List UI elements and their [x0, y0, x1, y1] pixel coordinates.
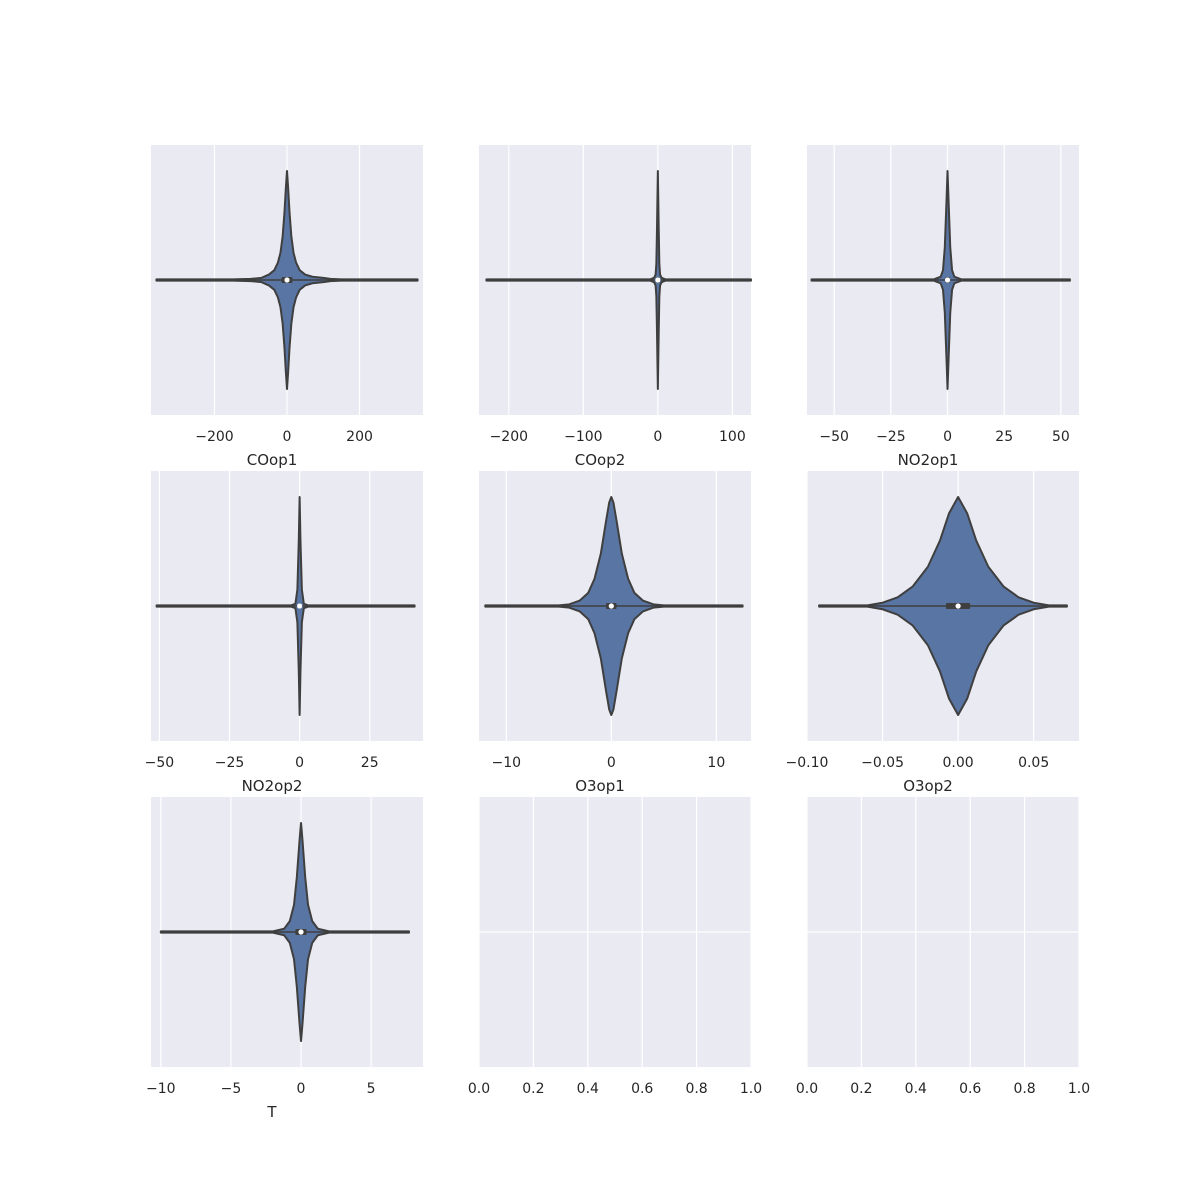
- x-axis-label: O3op1: [575, 777, 625, 795]
- x-axis-label: COop1: [247, 451, 298, 469]
- x-tick-label: 0.2: [522, 1081, 544, 1097]
- x-tick-label: 1.0: [740, 1081, 762, 1097]
- x-tick-label: 0.4: [577, 1081, 599, 1097]
- x-tick-label: −10: [146, 1081, 176, 1097]
- median-marker: [655, 277, 661, 283]
- x-tick-label: 10: [707, 755, 725, 771]
- x-tick-label: 25: [361, 755, 379, 771]
- x-axis-label: NO2op2: [242, 777, 303, 795]
- subplot-1: −200 0 200 COop1: [151, 145, 423, 469]
- x-tick-label: 0.8: [685, 1081, 707, 1097]
- median-marker: [955, 603, 961, 609]
- x-tick-label: 25: [995, 429, 1013, 445]
- x-tick-label: 0.00: [943, 755, 974, 771]
- x-tick-label: 200: [346, 429, 373, 445]
- x-tick-label: 0.8: [1013, 1081, 1035, 1097]
- median-marker: [608, 603, 614, 609]
- median-marker: [298, 929, 304, 935]
- x-tick-label: −50: [145, 755, 175, 771]
- median-marker: [944, 277, 951, 283]
- x-tick-label: −5: [221, 1081, 242, 1097]
- x-tick-label: 0: [295, 755, 304, 771]
- x-tick-label: −10: [492, 755, 522, 771]
- subplot-4: −50 −25 0 25 NO2op2: [145, 471, 423, 795]
- x-tick-label: −200: [195, 429, 233, 445]
- x-tick-label: 0: [943, 429, 952, 445]
- x-tick-label: −50: [819, 429, 849, 445]
- x-tick-label: 0.0: [796, 1081, 818, 1097]
- x-tick-label: −100: [564, 429, 602, 445]
- x-tick-label: −25: [876, 429, 906, 445]
- subplot-7: −10 −5 0 5 T: [146, 797, 423, 1121]
- x-tick-label: 1.0: [1068, 1081, 1090, 1097]
- x-tick-label: 5: [367, 1081, 376, 1097]
- x-tick-label: 0.2: [850, 1081, 872, 1097]
- x-tick-label: 0: [653, 429, 662, 445]
- subplot-6: −0.10 −0.05 0.00 0.05 O3op2: [786, 471, 1079, 795]
- x-axis-label: COop2: [575, 451, 626, 469]
- subplot-5: −10 0 10 O3op1: [479, 471, 751, 795]
- x-tick-label: 0: [283, 429, 292, 445]
- x-tick-label: 0.6: [959, 1081, 981, 1097]
- median-marker: [297, 603, 303, 609]
- x-tick-label: 0.4: [905, 1081, 927, 1097]
- x-tick-label: 100: [719, 429, 746, 445]
- x-tick-label: 0.05: [1018, 755, 1049, 771]
- subplot-8: 0.0 0.2 0.4 0.6 0.8 1.0: [468, 797, 762, 1097]
- x-tick-label: −0.05: [861, 755, 904, 771]
- x-axis-label: O3op2: [903, 777, 953, 795]
- subplot-2: −200 −100 0 100 COop2: [479, 145, 752, 469]
- x-tick-label: −200: [490, 429, 528, 445]
- x-tick-label: 0: [297, 1081, 306, 1097]
- x-tick-label: −25: [215, 755, 245, 771]
- median-marker: [284, 277, 290, 283]
- x-tick-label: 0.0: [468, 1081, 490, 1097]
- x-tick-label: −0.10: [786, 755, 829, 771]
- x-tick-label: 50: [1052, 429, 1070, 445]
- subplot-3: −50 −25 0 25 50 NO2op1: [807, 145, 1079, 469]
- x-axis-label: NO2op1: [898, 451, 959, 469]
- x-axis-label: T: [266, 1103, 277, 1121]
- subplot-9: 0.0 0.2 0.4 0.6 0.8 1.0: [796, 797, 1090, 1097]
- x-tick-label: 0: [607, 755, 616, 771]
- x-tick-label: 0.6: [631, 1081, 653, 1097]
